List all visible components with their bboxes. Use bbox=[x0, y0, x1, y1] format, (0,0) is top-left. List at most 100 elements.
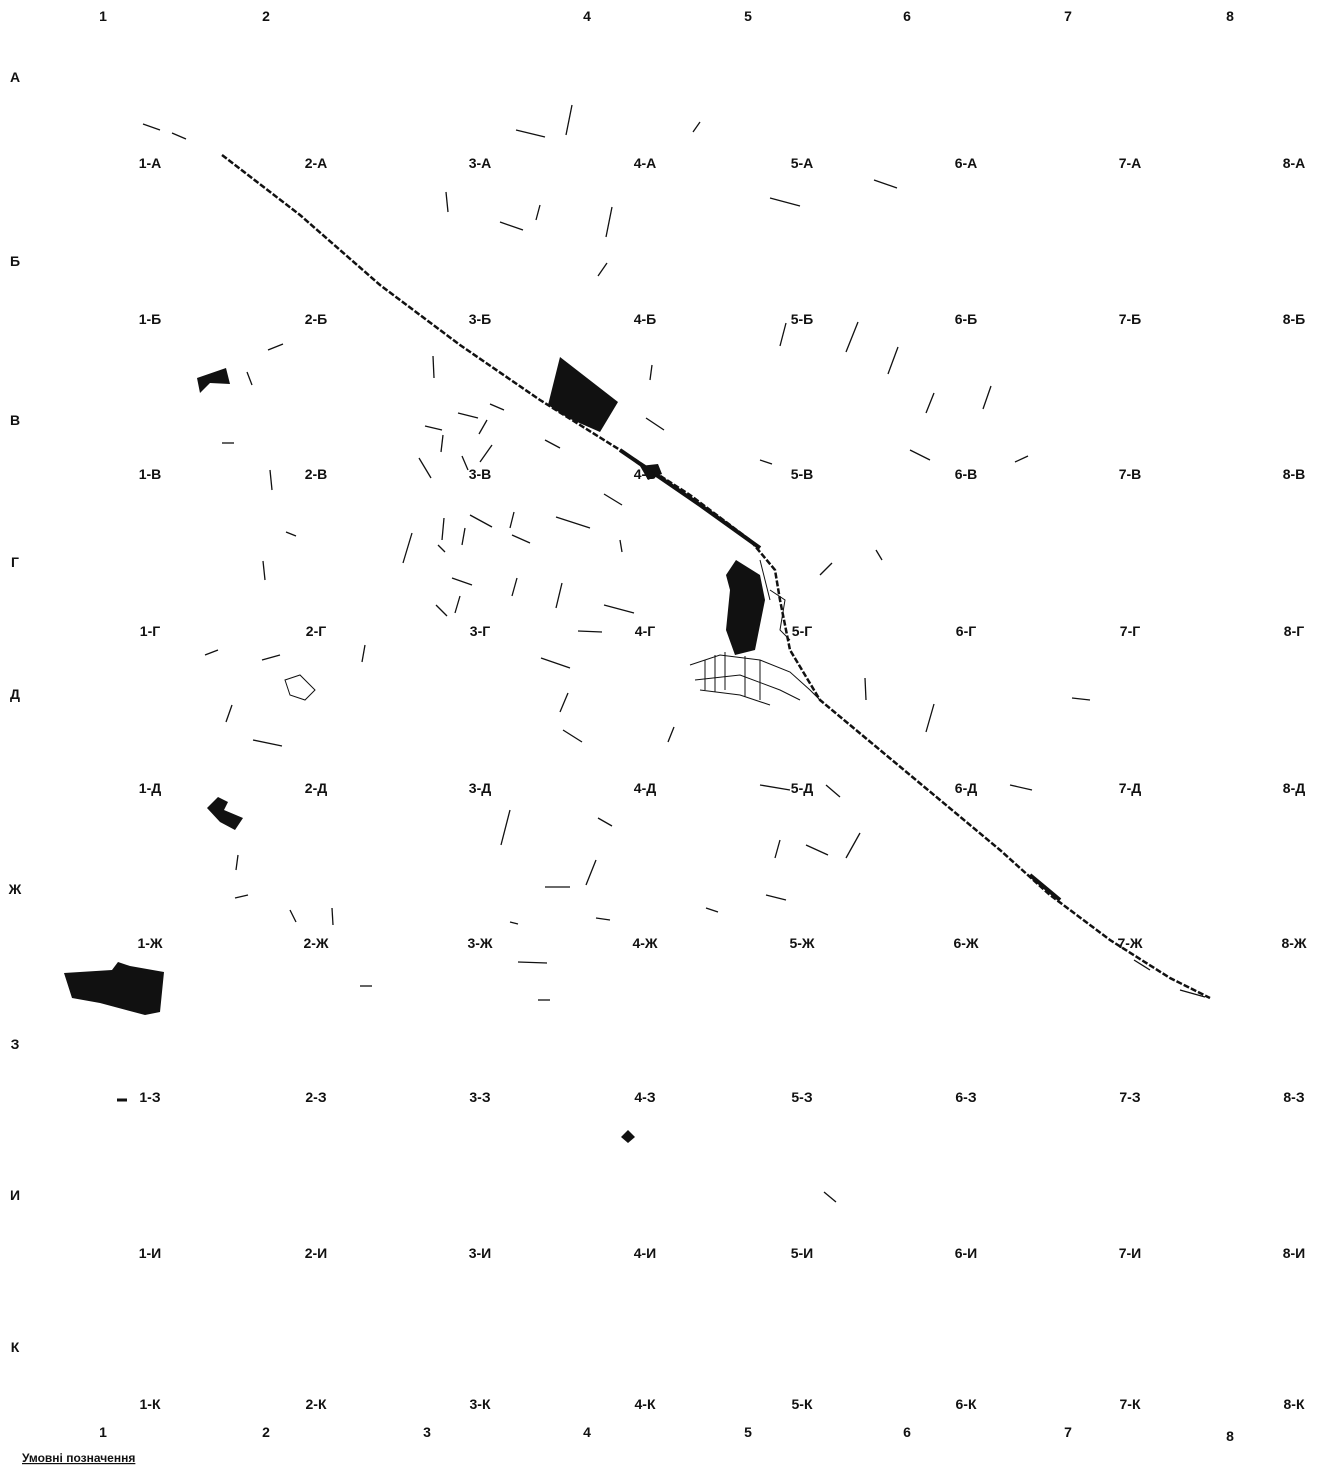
grid-cell-label: 6-И bbox=[955, 1245, 978, 1261]
grid-cell-label: 2-Г bbox=[306, 623, 326, 639]
grid-cell-label: 2-Д bbox=[305, 780, 327, 796]
grid-cell-label: 4-А bbox=[634, 155, 657, 171]
grid-cell-label: 4-К bbox=[635, 1396, 656, 1412]
row-header: В bbox=[10, 412, 20, 428]
building-block bbox=[207, 797, 243, 830]
grid-cell-label: 1-И bbox=[139, 1245, 162, 1261]
grid-cell-label: 1-А bbox=[139, 155, 162, 171]
grid-cell-label: 8-К bbox=[1284, 1396, 1305, 1412]
grid-cell-label: 3-Г bbox=[470, 623, 490, 639]
grid-cell-label: 6-Ж bbox=[953, 935, 978, 951]
building-block bbox=[640, 464, 662, 480]
grid-cell-label: 2-А bbox=[305, 155, 328, 171]
scattered-strokes bbox=[117, 104, 1206, 1203]
grid-cell-label: 8-Ж bbox=[1281, 935, 1306, 951]
grid-cell-label: 8-Б bbox=[1283, 311, 1306, 327]
grid-cell-label: 2-К bbox=[306, 1396, 327, 1412]
grid-cell-label: 4-Д bbox=[634, 780, 656, 796]
column-header: 1 bbox=[99, 1424, 107, 1440]
column-header: 7 bbox=[1064, 8, 1072, 24]
grid-cell-label: 1-Г bbox=[140, 623, 160, 639]
grid-cell-label: 3-Ж bbox=[467, 935, 492, 951]
grid-cell-label: 6-Д bbox=[955, 780, 977, 796]
grid-cell-label: 7-Д bbox=[1119, 780, 1141, 796]
grid-cell-label: 8-Г bbox=[1284, 623, 1304, 639]
cell-labels: 1-А 2-А 3-А 4-А 5-А 6-А 7-А 8-А 1-Б 2-Б 3-Б 4-Б 5-Б 6… bbox=[137, 155, 1306, 1412]
grid-cell-label: 1-З bbox=[139, 1089, 160, 1105]
grid-cell-label: 8-А bbox=[1283, 155, 1306, 171]
column-header: 2 bbox=[262, 8, 270, 24]
grid-cell-label: 4-И bbox=[634, 1245, 657, 1261]
column-header: 5 bbox=[744, 1424, 752, 1440]
grid-cell-label: 5-Б bbox=[791, 311, 814, 327]
row-header: Ж bbox=[8, 881, 22, 897]
grid-cell-label: 1-В bbox=[139, 466, 162, 482]
row-header: Д bbox=[10, 686, 20, 702]
grid-cell-label: 3-А bbox=[469, 155, 492, 171]
row-headers: А Б В Г Д Ж З И К bbox=[8, 69, 22, 1355]
grid-cell-label: 6-Г bbox=[956, 623, 976, 639]
grid-cell-label: 4-В bbox=[634, 466, 657, 482]
grid-cell-label: 3-Б bbox=[469, 311, 492, 327]
grid-cell-label: 6-Б bbox=[955, 311, 978, 327]
grid-cell-label: 6-В bbox=[955, 466, 978, 482]
grid-cell-label: 8-З bbox=[1283, 1089, 1304, 1105]
grid-cell-label: 1-К bbox=[140, 1396, 161, 1412]
grid-cell-label: 5-Ж bbox=[789, 935, 814, 951]
column-header: 6 bbox=[903, 8, 911, 24]
column-header: 4 bbox=[583, 8, 591, 24]
grid-cell-label: 7-К bbox=[1120, 1396, 1141, 1412]
grid-cell-label: 5-К bbox=[792, 1396, 813, 1412]
grid-cell-label: 7-И bbox=[1119, 1245, 1142, 1261]
grid-cell-label: 4-Ж bbox=[632, 935, 657, 951]
grid-cell-label: 8-И bbox=[1283, 1245, 1306, 1261]
grid-cell-label: 7-Б bbox=[1119, 311, 1142, 327]
grid-cell-label: 5-И bbox=[791, 1245, 814, 1261]
grid-cell-label: 7-З bbox=[1119, 1089, 1140, 1105]
main-diagonal-route bbox=[221, 154, 1211, 1000]
grid-cell-label: 3-Д bbox=[469, 780, 491, 796]
grid-cell-label: 7-Г bbox=[1120, 623, 1140, 639]
grid-cell-label: 2-Ж bbox=[303, 935, 328, 951]
grid-cell-label: 6-К bbox=[956, 1396, 977, 1412]
grid-cell-label: 3-З bbox=[469, 1089, 490, 1105]
grid-cell-label: 7-В bbox=[1119, 466, 1142, 482]
column-header: 8 bbox=[1226, 8, 1234, 24]
grid-cell-label: 3-К bbox=[470, 1396, 491, 1412]
building-block bbox=[548, 357, 618, 432]
legend-title: Умовні позначення bbox=[22, 1451, 135, 1465]
grid-cell-label: 2-В bbox=[305, 466, 328, 482]
grid-cell-label: 2-Б bbox=[305, 311, 328, 327]
column-header: 3 bbox=[423, 1424, 431, 1440]
grid-cell-label: 6-А bbox=[955, 155, 978, 171]
grid-cell-label: 4-Г bbox=[635, 623, 655, 639]
row-header: Б bbox=[10, 253, 20, 269]
column-header: 1 bbox=[99, 8, 107, 24]
row-header: И bbox=[10, 1187, 20, 1203]
grid-cell-label: 4-З bbox=[634, 1089, 655, 1105]
column-header: 2 bbox=[262, 1424, 270, 1440]
grid-cell-label: 1-Д bbox=[139, 780, 161, 796]
column-header: 4 bbox=[583, 1424, 591, 1440]
column-header: 6 bbox=[903, 1424, 911, 1440]
column-headers-bottom: 1 2 3 4 5 6 7 8 bbox=[99, 1424, 1234, 1444]
building-block bbox=[726, 560, 765, 655]
row-header: А bbox=[10, 69, 20, 85]
column-headers-top: 1 2 4 5 6 7 8 bbox=[99, 8, 1234, 24]
grid-cell-label: 5-Д bbox=[791, 780, 813, 796]
grid-cell-label: 2-З bbox=[305, 1089, 326, 1105]
grid-cell-label: 4-Б bbox=[634, 311, 657, 327]
row-header: К bbox=[11, 1339, 20, 1355]
settlement-cluster bbox=[284, 559, 821, 706]
grid-cell-label: 1-Ж bbox=[137, 935, 162, 951]
grid-cell-label: 7-А bbox=[1119, 155, 1142, 171]
grid-cell-label: 5-А bbox=[791, 155, 814, 171]
row-header: З bbox=[11, 1036, 20, 1052]
grid-cell-label: 3-И bbox=[469, 1245, 492, 1261]
grid-cell-label: 5-В bbox=[791, 466, 814, 482]
grid-cell-label: 2-И bbox=[305, 1245, 328, 1261]
grid-cell-label: 1-Б bbox=[139, 311, 162, 327]
column-header: 8 bbox=[1226, 1428, 1234, 1444]
building-block bbox=[621, 1130, 635, 1143]
